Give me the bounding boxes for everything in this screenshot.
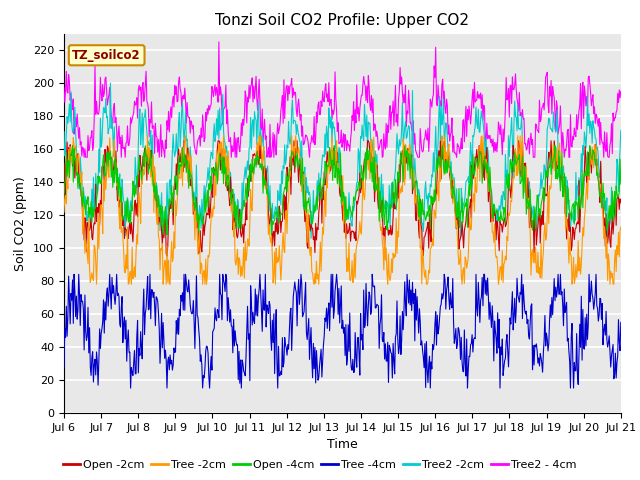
Title: Tonzi Soil CO2 Profile: Upper CO2: Tonzi Soil CO2 Profile: Upper CO2	[216, 13, 469, 28]
Y-axis label: Soil CO2 (ppm): Soil CO2 (ppm)	[15, 176, 28, 271]
X-axis label: Time: Time	[327, 438, 358, 451]
Legend: Open -2cm, Tree -2cm, Open -4cm, Tree -4cm, Tree2 -2cm, Tree2 - 4cm: Open -2cm, Tree -2cm, Open -4cm, Tree -4…	[59, 456, 581, 474]
Text: TZ_soilco2: TZ_soilco2	[72, 49, 141, 62]
